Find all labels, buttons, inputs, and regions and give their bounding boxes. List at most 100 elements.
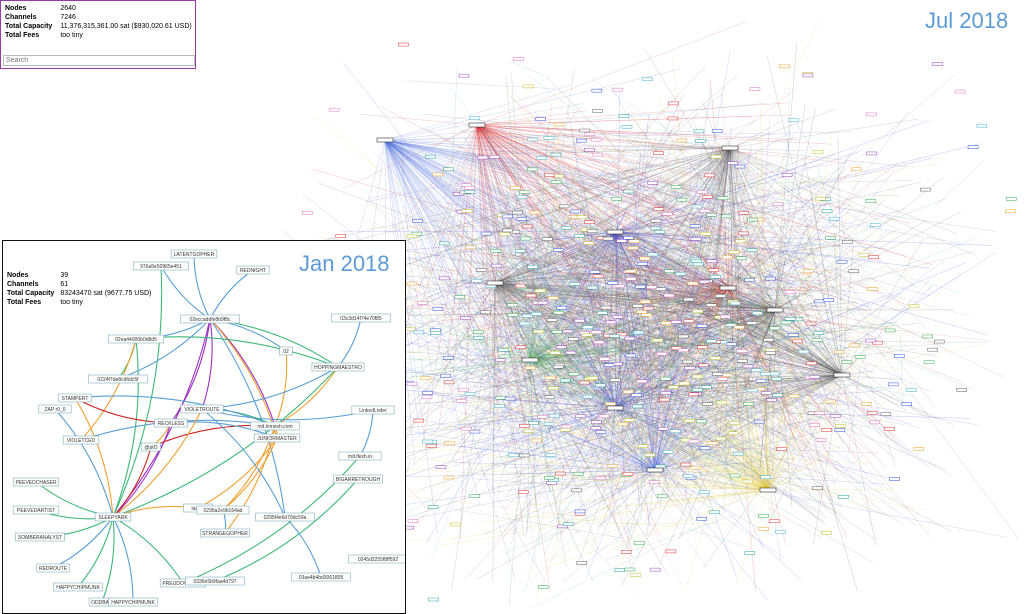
edge	[512, 374, 576, 441]
edge	[749, 382, 769, 491]
edge	[384, 85, 570, 141]
edge	[476, 124, 518, 461]
edge	[637, 433, 660, 464]
edge	[504, 147, 731, 351]
edge	[401, 231, 616, 385]
edge	[614, 407, 824, 514]
stat-row: Total Capacity 11,376,315,361.00 sat ($93…	[5, 22, 200, 31]
edge	[528, 193, 540, 331]
edge	[529, 359, 651, 405]
edge	[405, 124, 478, 219]
edge	[714, 416, 736, 498]
edge	[494, 259, 524, 284]
edge	[507, 431, 537, 471]
node	[595, 430, 607, 434]
node	[884, 427, 895, 431]
edge	[727, 287, 851, 331]
edge	[463, 231, 616, 251]
edge	[491, 282, 496, 368]
node-label: 976a5e50965e451	[140, 264, 182, 270]
edge	[384, 139, 595, 307]
edge	[488, 407, 616, 448]
edge	[434, 390, 460, 422]
node	[406, 382, 418, 386]
node	[708, 268, 719, 272]
edge	[760, 374, 843, 393]
node	[576, 215, 588, 219]
edge	[486, 334, 656, 471]
node	[630, 573, 642, 577]
edge	[434, 218, 483, 329]
edge	[470, 153, 616, 409]
edge	[508, 94, 729, 289]
node	[692, 262, 704, 267]
edge	[494, 282, 792, 441]
edge	[492, 145, 731, 149]
node	[712, 372, 723, 376]
edge	[614, 231, 764, 549]
node	[582, 325, 594, 329]
edge	[652, 279, 776, 311]
edge	[459, 353, 522, 391]
node-label: md.lnmesh.com	[257, 424, 292, 430]
edge	[715, 285, 742, 309]
edge	[476, 124, 667, 211]
edge	[476, 124, 608, 280]
node	[717, 196, 729, 200]
edge	[729, 147, 794, 439]
hub-node	[606, 405, 624, 411]
edge	[533, 346, 596, 397]
edge	[729, 147, 918, 289]
node	[427, 505, 439, 509]
edge	[649, 287, 729, 327]
node	[519, 190, 530, 194]
node	[649, 567, 661, 572]
edge	[614, 231, 993, 246]
node	[443, 167, 454, 172]
edge	[697, 322, 769, 491]
edge	[614, 274, 758, 409]
node	[746, 248, 758, 252]
edge	[392, 147, 731, 245]
edge	[727, 287, 840, 292]
edge	[568, 288, 579, 319]
node	[515, 345, 527, 349]
edge	[537, 407, 616, 488]
edge	[734, 397, 769, 491]
edge	[774, 301, 858, 311]
node-box	[107, 334, 165, 344]
edge	[635, 444, 702, 476]
node	[562, 329, 574, 334]
edge	[654, 398, 682, 471]
edge	[645, 266, 675, 354]
edge	[508, 359, 531, 607]
node	[555, 345, 567, 350]
search-input[interactable]	[3, 55, 195, 66]
edge	[494, 282, 714, 316]
edge	[600, 147, 731, 390]
edge	[500, 482, 769, 491]
edge	[791, 433, 795, 479]
edge	[513, 237, 560, 268]
edge	[771, 357, 820, 375]
edge	[628, 374, 843, 459]
node	[569, 282, 581, 286]
node-label: SLEEPYARK	[98, 515, 128, 521]
edge	[529, 243, 598, 361]
edge	[503, 530, 564, 554]
edge	[529, 383, 616, 409]
edge	[718, 374, 843, 491]
edge	[665, 433, 733, 457]
edge	[614, 379, 852, 409]
edge	[707, 374, 843, 456]
edge	[476, 124, 833, 145]
edge	[476, 124, 764, 294]
edge	[733, 309, 776, 413]
edge	[384, 139, 583, 457]
edge	[556, 188, 592, 255]
edge	[688, 528, 748, 548]
edge	[529, 359, 586, 486]
edge	[686, 305, 703, 377]
edge	[704, 147, 731, 238]
node	[908, 304, 920, 309]
